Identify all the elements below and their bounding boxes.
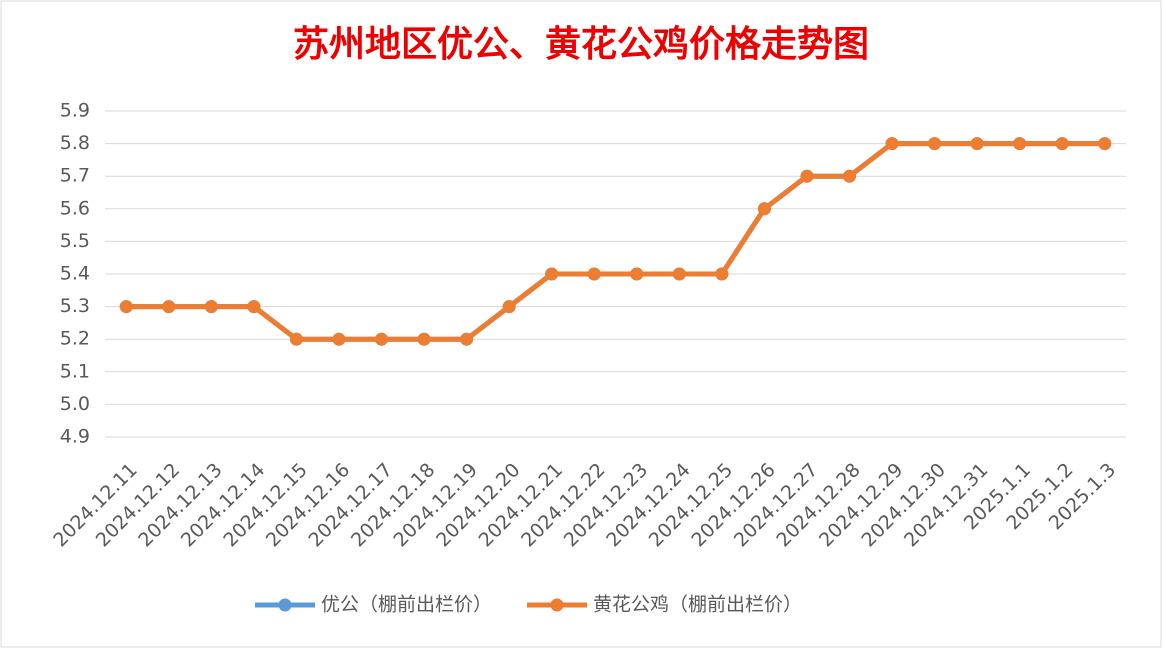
chart-title: 苏州地区优公、黄花公鸡价格走势图	[293, 23, 869, 65]
data-point	[1013, 137, 1027, 151]
data-point	[545, 267, 559, 281]
data-point	[289, 332, 303, 346]
data-point	[757, 202, 771, 216]
data-point	[502, 300, 516, 314]
y-tick-label: 5.6	[60, 197, 90, 219]
y-tick-label: 5.5	[60, 230, 90, 252]
data-point	[204, 300, 218, 314]
data-point	[247, 300, 261, 314]
y-tick-label: 5.8	[60, 132, 90, 154]
data-point	[800, 169, 814, 183]
y-tick-label: 5.1	[60, 360, 90, 382]
data-point	[417, 332, 431, 346]
data-point	[332, 332, 346, 346]
data-point	[928, 137, 942, 151]
data-point	[715, 267, 729, 281]
legend-label: 黄花公鸡（棚前出栏价）	[593, 594, 802, 616]
y-tick-label: 5.9	[60, 100, 90, 122]
data-point	[630, 267, 644, 281]
y-tick-label: 5.0	[60, 393, 90, 415]
y-tick-label: 5.3	[60, 295, 90, 317]
legend-marker	[278, 598, 292, 612]
data-point	[119, 300, 133, 314]
data-point	[460, 332, 474, 346]
data-point	[885, 137, 899, 151]
data-point	[1098, 137, 1112, 151]
data-point	[162, 300, 176, 314]
y-tick-label: 4.9	[60, 426, 90, 448]
data-point	[672, 267, 686, 281]
legend-marker	[550, 598, 564, 612]
y-tick-label: 5.4	[60, 263, 90, 285]
series-line	[126, 141, 1105, 342]
data-point	[1055, 137, 1069, 151]
legend-label: 优公（棚前出栏价）	[321, 594, 492, 616]
data-point	[587, 267, 601, 281]
y-tick-label: 5.7	[60, 165, 90, 187]
data-point	[970, 137, 984, 151]
y-tick-label: 5.2	[60, 328, 90, 350]
data-point	[842, 169, 856, 183]
data-point	[375, 332, 389, 346]
